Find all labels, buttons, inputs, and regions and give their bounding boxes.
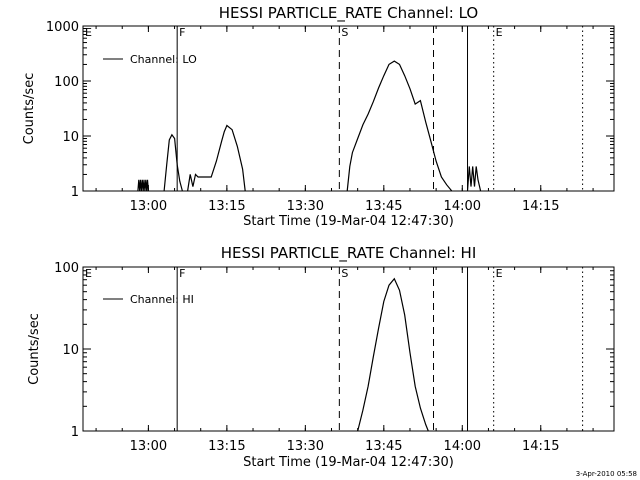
legend-label: Channel: LO <box>130 53 197 66</box>
plot-frame <box>82 266 615 432</box>
timestamp-label: 3-Apr-2010 05:58 <box>576 470 637 478</box>
y-axis-label: Counts/sec <box>27 313 42 385</box>
panel-hi: HESSI PARTICLE_RATE Channel: HI 13:00 13:1… <box>27 244 615 470</box>
event-marker-label: E <box>85 267 92 280</box>
y-tick-label: 10 <box>62 343 79 358</box>
series-line <box>346 60 453 192</box>
series-line <box>357 277 429 432</box>
y-tick-label: 10 <box>62 130 79 145</box>
event-marker-label: F <box>179 26 185 39</box>
x-tick-label: 14:15 <box>522 439 559 454</box>
plot-frame <box>82 25 615 192</box>
x-tick-label: 13:00 <box>130 199 167 214</box>
x-tick-label: 14:00 <box>444 199 481 214</box>
event-marker-label: S <box>341 26 348 39</box>
x-axis-label: Start Time (19-Mar-04 12:47:30) <box>243 214 454 229</box>
x-axis-label: Start Time (19-Mar-04 12:47:30) <box>243 455 454 470</box>
event-marker-label: E <box>85 26 92 39</box>
event-marker-label: S <box>341 267 348 280</box>
x-tick-label: 14:00 <box>444 439 481 454</box>
x-tick-label: 13:15 <box>208 199 245 214</box>
series-line <box>137 179 149 192</box>
series-line <box>187 124 246 192</box>
event-marker-label: E <box>496 26 503 39</box>
x-tick-label: 13:30 <box>287 199 324 214</box>
y-tick-label: 100 <box>54 75 79 90</box>
chart-title: HESSI PARTICLE_RATE Channel: LO <box>219 4 478 23</box>
y-tick-label: 1 <box>71 425 79 440</box>
x-tick-label: 13:30 <box>287 439 324 454</box>
y-tick-label: 100 <box>54 261 79 276</box>
x-tick-label: 13:15 <box>208 439 245 454</box>
chart-title: HESSI PARTICLE_RATE Channel: HI <box>221 244 477 263</box>
legend-label: Channel: HI <box>130 293 194 306</box>
y-axis-label: Counts/sec <box>22 73 37 145</box>
event-marker-label: F <box>179 267 185 280</box>
panel-lo: HESSI PARTICLE_RATE Channel: LO 13:00 13:1… <box>22 4 615 229</box>
x-tick-label: 14:15 <box>522 199 559 214</box>
y-tick-label: 1 <box>71 185 79 200</box>
x-tick-label: 13:45 <box>365 439 402 454</box>
y-tick-label: 1000 <box>46 20 79 35</box>
event-marker-label: E <box>496 267 503 280</box>
series-line <box>163 133 183 192</box>
series-line <box>466 166 482 192</box>
x-tick-label: 13:45 <box>365 199 402 214</box>
x-tick-label: 13:00 <box>130 439 167 454</box>
